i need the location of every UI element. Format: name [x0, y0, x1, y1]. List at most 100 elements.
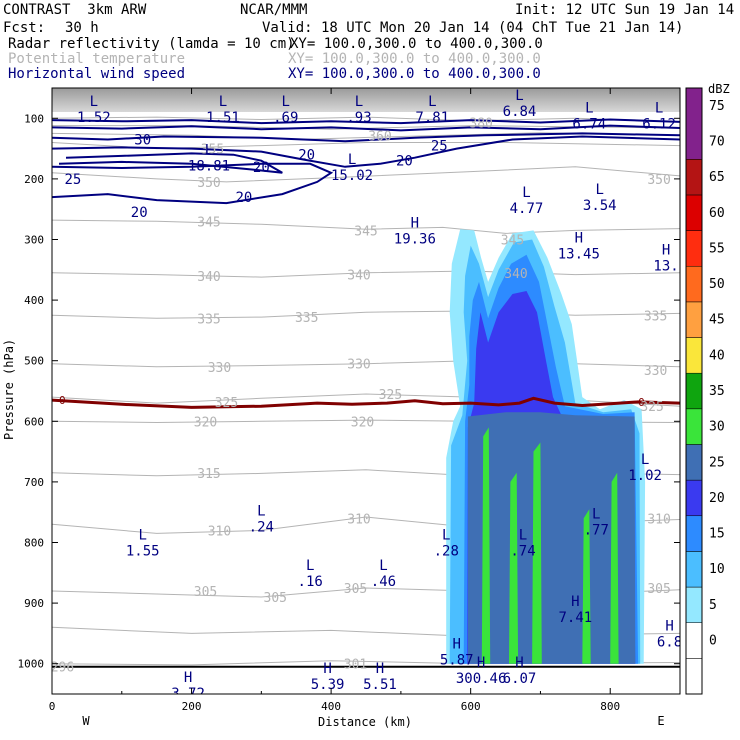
west-label: W	[82, 714, 90, 728]
extremum-value: .69	[273, 110, 298, 126]
wind-label: 20	[396, 154, 413, 170]
theta-label: 330	[644, 364, 667, 379]
extremum-value: .93	[346, 110, 371, 126]
extremum-value: 1.52	[77, 110, 111, 126]
extremum-marker: L	[596, 182, 604, 198]
colorbar-unit: dBZ	[708, 82, 730, 96]
extremum-value: 19.36	[394, 231, 436, 247]
extremum-marker: H	[571, 594, 579, 610]
theta-label: 305	[264, 591, 287, 606]
colorbar-label: 20	[709, 491, 725, 506]
theta-label: 320	[194, 415, 217, 430]
extremum-marker: L	[515, 88, 523, 104]
theta-label: 345	[197, 215, 220, 230]
extremum-value: 5.87	[440, 653, 474, 669]
extremum-marker: L	[655, 100, 663, 116]
colorbar-swatch	[686, 266, 702, 302]
extremum-value: .24	[249, 519, 274, 535]
theta-label: 335	[295, 311, 318, 326]
extremum-marker: L	[428, 94, 436, 110]
theta-label: 315	[197, 467, 220, 482]
theta-label: 330	[347, 358, 370, 373]
colorbar-label: 10	[709, 562, 725, 577]
colorbar-swatch	[686, 444, 702, 480]
extremum-marker: L	[442, 528, 450, 544]
theta-label: 380	[469, 117, 492, 132]
theta-label: 360	[368, 129, 391, 144]
extremum-marker: H	[376, 661, 384, 677]
colorbar-label: 40	[709, 348, 725, 363]
theta-label: 330	[208, 361, 231, 376]
y-tick-label: 600	[24, 415, 44, 428]
wind-label: 25	[431, 139, 448, 155]
colorbar-label: 15	[709, 527, 725, 542]
colorbar-swatch	[686, 195, 702, 231]
extremum-value: 6.84	[503, 104, 537, 120]
x-tick-label: 0	[49, 700, 56, 713]
extremum-value: 4.77	[510, 201, 544, 217]
colorbar-label: 50	[709, 277, 725, 292]
extremum-marker: L	[306, 558, 314, 574]
colorbar-label: 75	[709, 99, 725, 114]
y-tick-label: 700	[24, 476, 44, 489]
theta-label: 350	[647, 173, 670, 188]
colorbar-label: 45	[709, 313, 725, 328]
extremum-value: .74	[510, 544, 535, 560]
theta-label: 340	[504, 267, 527, 282]
theta-label: 340	[347, 269, 370, 284]
colorbar-label: 70	[709, 134, 725, 149]
colorbar-swatch	[686, 480, 702, 516]
theta-label: 325	[379, 388, 402, 403]
freezing-level-label: 0	[59, 394, 66, 407]
theta-label: 305	[344, 582, 367, 597]
extremum-marker: L	[90, 94, 98, 110]
y-tick-label: 1000	[18, 658, 45, 671]
theta-label: 325	[215, 396, 238, 411]
wind-label: 20	[131, 205, 148, 221]
x-axis-label: Distance (km)	[318, 715, 412, 729]
extremum-marker: L	[348, 152, 356, 168]
theta-label: 320	[351, 415, 374, 430]
extremum-value: .16	[298, 574, 323, 590]
extremum-marker: H	[477, 655, 485, 671]
extremum-value: 300.46	[456, 671, 507, 687]
theta-label: 310	[208, 524, 231, 539]
theta-label: 340	[197, 270, 220, 285]
theta-label: 305	[647, 582, 670, 597]
colorbar-swatch	[686, 516, 702, 552]
extremum-value: .46	[371, 574, 396, 590]
colorbar-swatch	[686, 373, 702, 409]
extremum-value: 13.45	[558, 247, 600, 263]
wind-label: 25	[65, 172, 82, 188]
wind-label: 20	[253, 160, 270, 176]
extremum-value: 15.02	[331, 168, 373, 184]
colorbar-label: 25	[709, 455, 725, 470]
colorbar-swatch	[686, 302, 702, 338]
colorbar-swatch	[686, 623, 702, 659]
theta-contour	[52, 311, 680, 318]
extremum-value: 3.54	[583, 198, 617, 214]
extremum-marker: L	[205, 143, 213, 159]
x-tick-label: 400	[321, 700, 341, 713]
colorbar-label: 35	[709, 384, 725, 399]
reflectivity-field	[446, 229, 645, 664]
extremum-marker: L	[592, 506, 600, 522]
extremum-value: 7.81	[415, 110, 449, 126]
extremum-value: 5.39	[311, 677, 345, 693]
colorbar-swatch	[686, 338, 702, 374]
theta-label: 345	[354, 224, 377, 239]
colorbar-label: 55	[709, 241, 725, 256]
colorbar-swatch	[686, 159, 702, 195]
extremum-marker: L	[257, 503, 265, 519]
theta-label: 296	[51, 661, 74, 676]
x-tick-label: 200	[182, 700, 202, 713]
wind-label: 20	[235, 190, 252, 206]
extremum-marker: H	[411, 215, 419, 231]
extremum-marker: L	[522, 185, 530, 201]
reflectivity-25dbz	[468, 412, 635, 664]
y-tick-label: 100	[24, 112, 44, 125]
colorbar-label: 30	[709, 420, 725, 435]
extremum-value: 6.8	[657, 634, 682, 650]
extremum-marker: L	[355, 94, 363, 110]
extremum-value: 6.74	[572, 116, 606, 132]
